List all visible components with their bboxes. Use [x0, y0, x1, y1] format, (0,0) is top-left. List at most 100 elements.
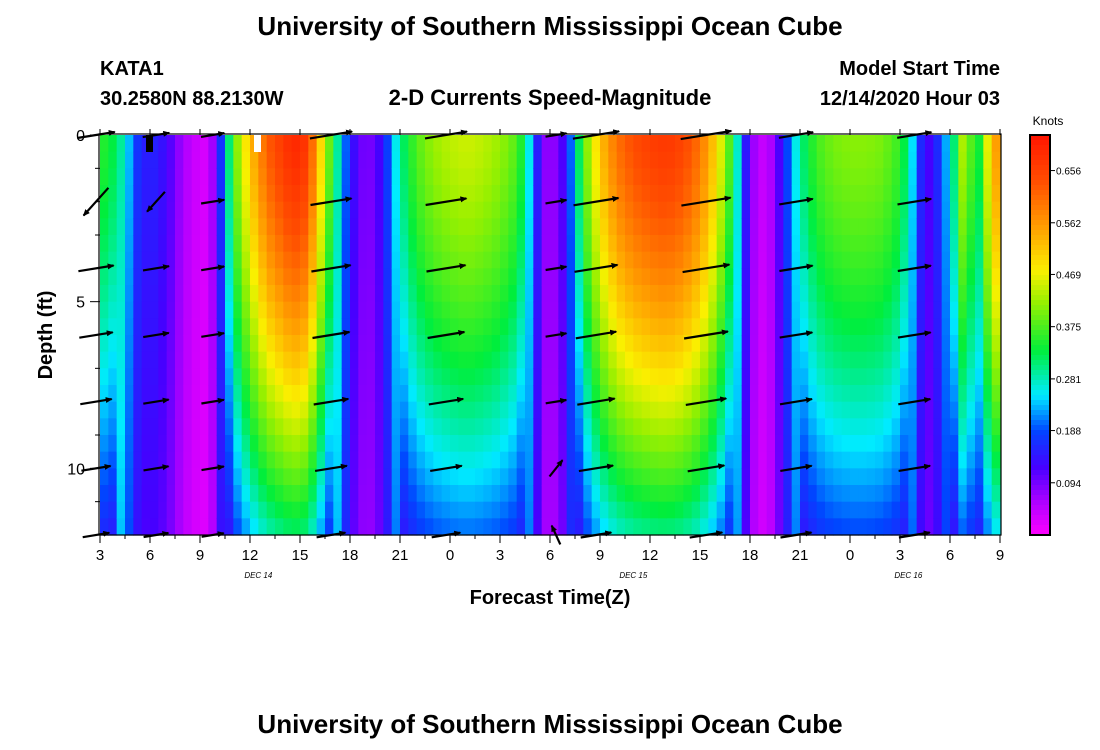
- heatmap-cell: [483, 185, 493, 203]
- heatmap-cell: [941, 201, 951, 219]
- heatmap-cell: [458, 318, 468, 336]
- heatmap-cell: [750, 285, 759, 303]
- colorbar-segment: [1030, 505, 1050, 511]
- heatmap-cell: [758, 185, 768, 203]
- heatmap-cell: [791, 285, 801, 303]
- heatmap-cell: [741, 218, 751, 236]
- colorbar-segment: [1030, 380, 1050, 386]
- colorbar-segment: [1030, 235, 1050, 241]
- heatmap-cell: [750, 451, 759, 469]
- heatmap-cell: [650, 518, 659, 536]
- heatmap-cell: [833, 468, 843, 486]
- heatmap-cell: [425, 468, 434, 486]
- heatmap-cell: [958, 185, 968, 203]
- heatmap-cell: [750, 251, 759, 269]
- heatmap-cell: [533, 268, 543, 286]
- heatmap-cell: [866, 185, 876, 203]
- heatmap-cell: [450, 168, 459, 186]
- heatmap-cell: [591, 468, 601, 486]
- heatmap-cell: [775, 318, 784, 336]
- heatmap-cell: [116, 468, 126, 486]
- heatmap-cell: [541, 418, 551, 436]
- heatmap-cell: [441, 201, 451, 219]
- current-vector: [425, 196, 468, 207]
- colorbar-tick-label: 0.562: [1056, 219, 1081, 230]
- heatmap-cell: [433, 335, 443, 353]
- heatmap-cell: [233, 218, 243, 236]
- heatmap-cell: [766, 418, 776, 436]
- heatmap-cell: [150, 151, 159, 169]
- heatmap-cell: [591, 385, 601, 403]
- heatmap-cell: [108, 318, 118, 336]
- heatmap-cell: [416, 201, 426, 219]
- heatmap-cell: [583, 218, 593, 236]
- heatmap-cell: [866, 135, 876, 153]
- heatmap-cell: [183, 318, 193, 336]
- heatmap-cell: [475, 285, 484, 303]
- heatmap-cell: [283, 151, 293, 169]
- heatmap-cell: [108, 235, 118, 253]
- colorbar-segment: [1030, 385, 1050, 391]
- heatmap-cell: [283, 418, 293, 436]
- heatmap-cell: [575, 285, 584, 303]
- heatmap-cell: [125, 435, 134, 453]
- heatmap-cell: [741, 285, 751, 303]
- heatmap-cell: [791, 318, 801, 336]
- heatmap-cell: [591, 418, 601, 436]
- heatmap-cell: [333, 418, 343, 436]
- heatmap-cell: [866, 501, 876, 519]
- heatmap-cell: [641, 351, 651, 369]
- heatmap-cell: [675, 201, 684, 219]
- heatmap-cell: [983, 351, 993, 369]
- heatmap-cell: [341, 468, 351, 486]
- heatmap-cell: [875, 401, 884, 419]
- heatmap-cell: [350, 401, 359, 419]
- heatmap-cell: [891, 218, 901, 236]
- heatmap-cell: [933, 368, 943, 386]
- surface-marker-dark: [146, 135, 153, 152]
- heatmap-cell: [208, 168, 218, 186]
- heatmap-cell: [675, 151, 684, 169]
- heatmap-cell: [766, 151, 776, 169]
- heatmap-cell: [850, 185, 859, 203]
- heatmap-cell: [116, 351, 126, 369]
- heatmap-cell: [625, 235, 634, 253]
- heatmap-cell: [600, 468, 609, 486]
- station-coords: 30.2580N 88.2130W: [100, 88, 284, 110]
- heatmap-cell: [333, 151, 343, 169]
- heatmap-cell: [975, 418, 984, 436]
- heatmap-cell: [900, 251, 909, 269]
- heatmap-cell: [233, 168, 243, 186]
- heatmap-cell: [408, 351, 418, 369]
- heatmap-cell: [400, 285, 409, 303]
- heatmap-cell: [475, 235, 484, 253]
- heatmap-cell: [200, 485, 209, 503]
- heatmap-cell: [291, 385, 301, 403]
- heatmap-cell: [650, 335, 659, 353]
- heatmap-cell: [966, 451, 976, 469]
- heatmap-cell: [966, 185, 976, 203]
- heatmap-cell: [425, 201, 434, 219]
- heatmap-cell: [683, 401, 693, 419]
- heatmap-cell: [475, 251, 484, 269]
- heatmap-cell: [800, 485, 809, 503]
- heatmap-cell: [241, 151, 251, 169]
- heatmap-cell: [383, 168, 393, 186]
- heatmap-cell: [908, 301, 918, 319]
- heatmap-cell: [933, 435, 943, 453]
- heatmap-cell: [166, 435, 176, 453]
- heatmap-cell: [166, 201, 176, 219]
- heatmap-cell: [916, 335, 926, 353]
- heatmap-cell: [850, 401, 859, 419]
- heatmap-cell: [483, 251, 493, 269]
- heatmap-cell: [141, 468, 151, 486]
- heatmap-cell: [983, 418, 993, 436]
- heatmap-cell: [366, 385, 376, 403]
- heatmap-cell: [875, 335, 884, 353]
- heatmap-cell: [508, 201, 518, 219]
- heatmap-cell: [983, 401, 993, 419]
- heatmap-cell: [783, 318, 793, 336]
- heatmap-cell: [591, 201, 601, 219]
- heatmap-cell: [933, 251, 943, 269]
- current-vector: [430, 463, 463, 472]
